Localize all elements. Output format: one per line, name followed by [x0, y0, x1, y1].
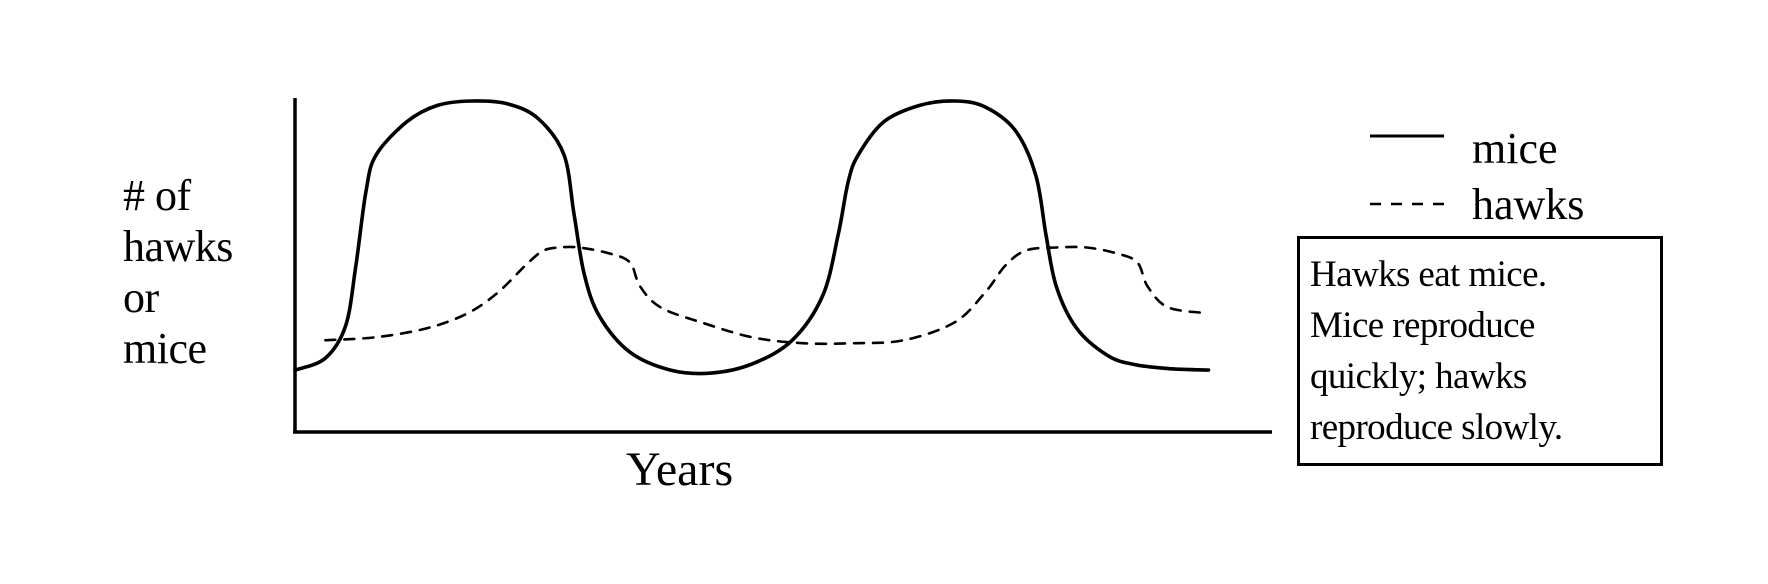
series-line-mice — [293, 99, 1211, 376]
y-axis-label: # of hawks or mice — [123, 170, 233, 374]
note-box: Hawks eat mice. Mice reproduce quickly; … — [1297, 236, 1663, 466]
x-axis-label: Years — [626, 443, 734, 496]
note-line: reproduce slowly. — [1310, 407, 1563, 448]
y-axis-label-line: or — [123, 273, 159, 322]
note-line: quickly; hawks — [1310, 356, 1527, 397]
legend-label-hawks: hawks — [1472, 180, 1585, 229]
series-line-hawks — [324, 245, 1210, 346]
note-line: Mice reproduce — [1310, 305, 1535, 346]
note-line: Hawks eat mice. — [1310, 254, 1547, 295]
legend-label-mice: mice — [1472, 124, 1558, 173]
series-layer — [293, 99, 1211, 376]
y-axis-label-line: # of — [123, 171, 191, 220]
y-axis-label-line: mice — [123, 324, 207, 373]
y-axis-label-line: hawks — [123, 222, 233, 271]
